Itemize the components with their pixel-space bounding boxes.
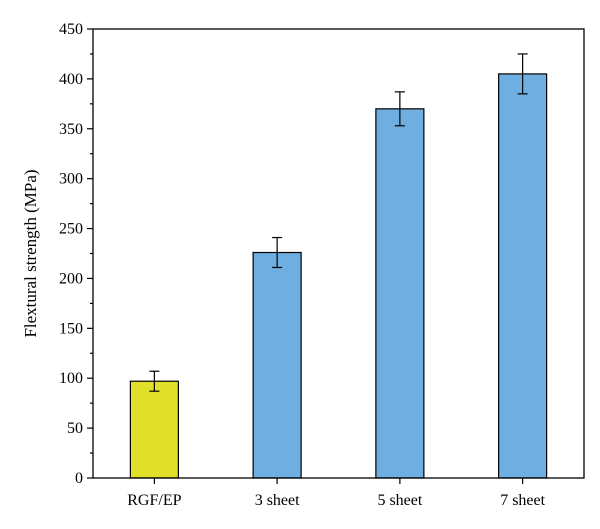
y-tick-label: 300: [59, 171, 83, 188]
y-tick-label: 350: [59, 121, 83, 138]
y-axis-title: Flextural strength (MPa): [21, 169, 40, 337]
y-tick-label: 150: [59, 320, 83, 337]
x-tick-label: 5 sheet: [377, 492, 422, 509]
bars-group: [129, 73, 548, 479]
bar-5-sheet: [375, 108, 425, 479]
y-tick-label: 250: [59, 221, 83, 238]
y-tick-label: 0: [75, 470, 83, 487]
bar-rgf-ep: [129, 380, 179, 479]
x-tick-label: 7 sheet: [500, 492, 545, 509]
y-tick-label: 400: [59, 71, 83, 88]
y-tick-label: 50: [67, 420, 83, 437]
error-bars-group: [149, 53, 528, 392]
plot-frame: [92, 28, 585, 479]
x-axis: RGF/EP 3 sheet 5 sheet 7 sheet: [127, 478, 546, 509]
bar-3-sheet: [252, 251, 302, 479]
y-tick-label: 100: [59, 370, 83, 387]
y-tick-label: 450: [59, 21, 83, 38]
y-tick-label: 200: [59, 270, 83, 287]
y-axis: 0 50 100 150 200 250 300 350 400 450: [59, 21, 93, 487]
x-tick-label: 3 sheet: [255, 492, 300, 509]
x-tick-label: RGF/EP: [127, 492, 181, 509]
bar-7-sheet: [498, 73, 548, 479]
